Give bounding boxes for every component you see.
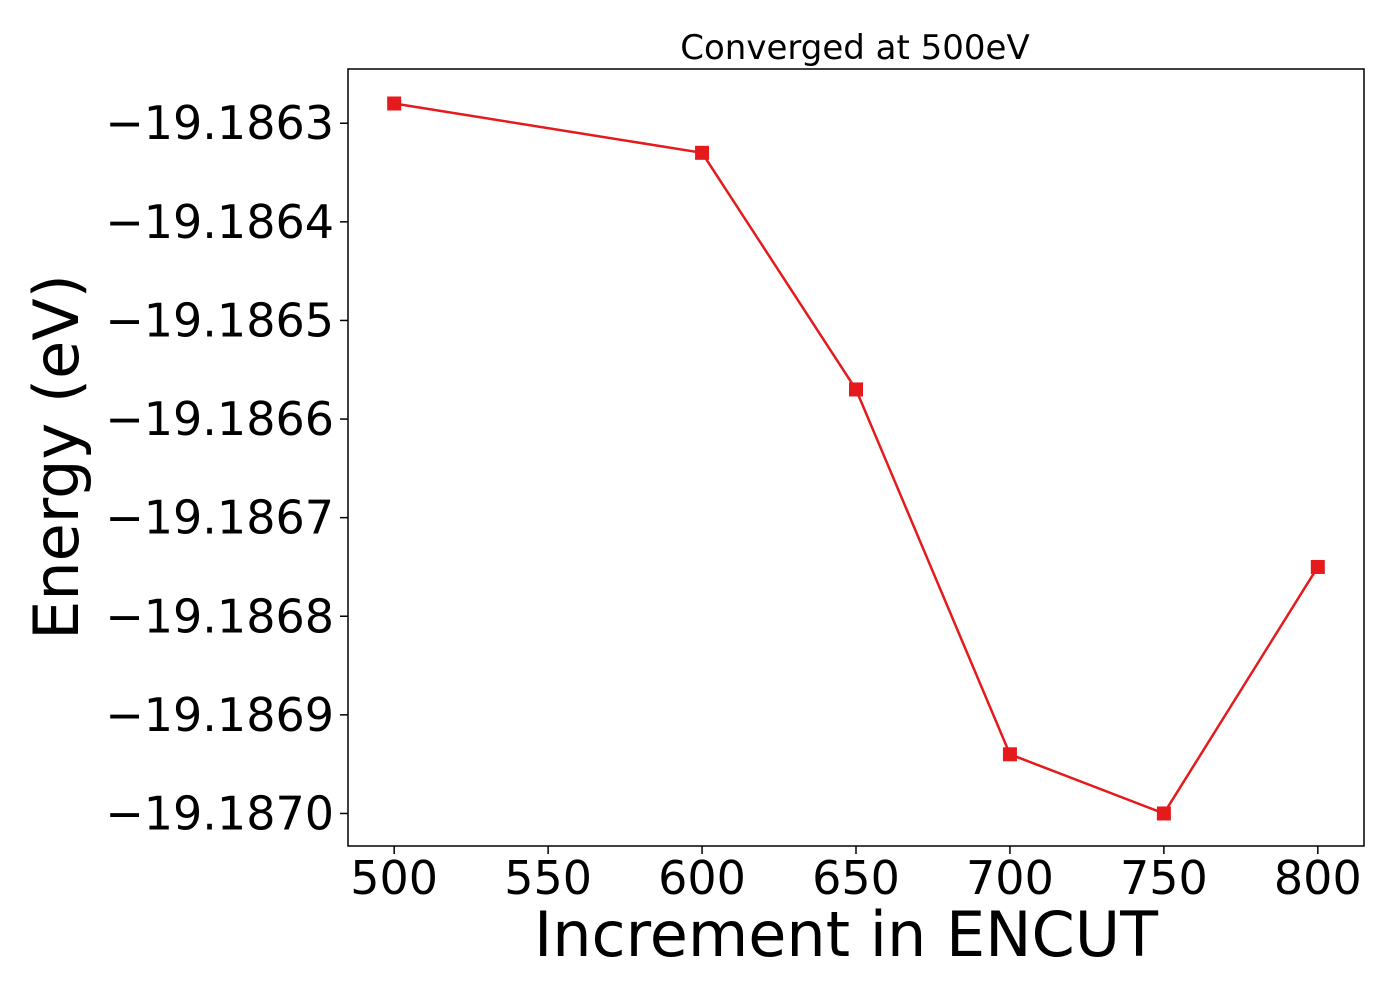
x-tick-label: 650 <box>812 851 900 905</box>
data-point-marker <box>387 96 402 111</box>
x-tick-label: 800 <box>1274 851 1362 905</box>
y-axis-title: Energy (eV) <box>20 274 93 640</box>
data-point-marker <box>1002 747 1017 762</box>
x-axis: 500 550 600 650 700 750 800 <box>350 846 1362 905</box>
x-tick-label: 550 <box>504 851 592 905</box>
y-tick-label: −19.1866 <box>105 392 334 446</box>
data-point-marker <box>1156 806 1171 821</box>
y-tick-label: −19.1867 <box>105 491 334 545</box>
y-tick-label: −19.1865 <box>105 293 334 347</box>
x-tick-label: 700 <box>966 851 1054 905</box>
data-point-marker <box>1310 559 1325 574</box>
y-axis: −19.1863 −19.1864 −19.1865 −19.1866 −19.1867… <box>105 96 348 840</box>
y-tick-label: −19.1870 <box>105 786 334 840</box>
data-point-marker <box>849 382 863 397</box>
plot-area <box>387 96 1325 821</box>
x-tick-label: 500 <box>350 851 438 905</box>
x-axis-title: Increment in ENCUT <box>534 898 1159 971</box>
x-tick-label: 600 <box>658 851 746 905</box>
y-tick-label: −19.1869 <box>105 688 334 742</box>
data-point-marker <box>695 145 710 160</box>
series-line <box>393 102 1319 815</box>
chart-title: Converged at 500eV <box>680 28 1029 68</box>
y-tick-label: −19.1868 <box>105 589 334 643</box>
y-tick-label: −19.1864 <box>105 195 334 249</box>
x-tick-label: 750 <box>1120 851 1208 905</box>
y-tick-label: −19.1863 <box>105 96 334 150</box>
